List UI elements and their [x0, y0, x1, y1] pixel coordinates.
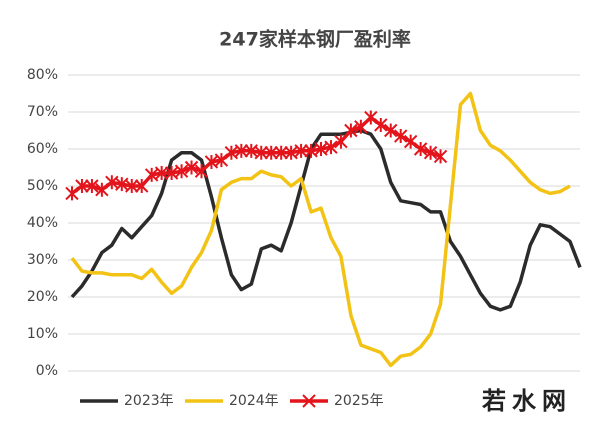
marker	[154, 166, 169, 181]
y-tick-label: 50%	[27, 178, 58, 194]
marker	[423, 145, 438, 160]
marker	[174, 164, 189, 179]
marker	[403, 134, 418, 149]
y-tick-label: 20%	[27, 289, 58, 305]
marker	[393, 129, 408, 144]
series-line	[70, 128, 582, 312]
marker	[364, 110, 378, 125]
y-tick-label: 70%	[27, 104, 58, 120]
marker	[294, 143, 308, 158]
series-line	[70, 91, 571, 368]
marker	[254, 145, 268, 160]
y-tick-label: 0%	[36, 363, 58, 379]
y-tick-label: 80%	[27, 67, 58, 83]
marker	[214, 153, 229, 168]
marker	[274, 145, 288, 160]
marker	[135, 179, 149, 193]
y-tick-label: 10%	[27, 326, 58, 342]
legend-label: 2023年	[124, 393, 174, 409]
marker	[65, 186, 79, 201]
marker	[433, 149, 448, 164]
y-tick-label: 60%	[27, 141, 58, 157]
marker	[324, 140, 338, 155]
legend-marker	[302, 394, 316, 408]
marker	[384, 123, 398, 138]
marker	[234, 143, 249, 158]
legend-label: 2024年	[229, 393, 279, 409]
marker	[413, 142, 428, 156]
watermark: 若水网	[481, 387, 572, 415]
marker	[374, 117, 388, 132]
y-tick-label: 30%	[27, 252, 58, 268]
chart-title: 247家样本钢厂盈利率	[219, 28, 411, 51]
marker	[184, 160, 199, 175]
marker	[125, 179, 139, 193]
marker	[95, 182, 109, 197]
marker	[85, 179, 99, 193]
y-tick-label: 40%	[27, 215, 58, 231]
marker	[334, 134, 348, 149]
marker	[264, 145, 278, 160]
marker	[75, 179, 89, 193]
legend-label: 2025年	[334, 393, 384, 409]
marker	[344, 123, 358, 138]
